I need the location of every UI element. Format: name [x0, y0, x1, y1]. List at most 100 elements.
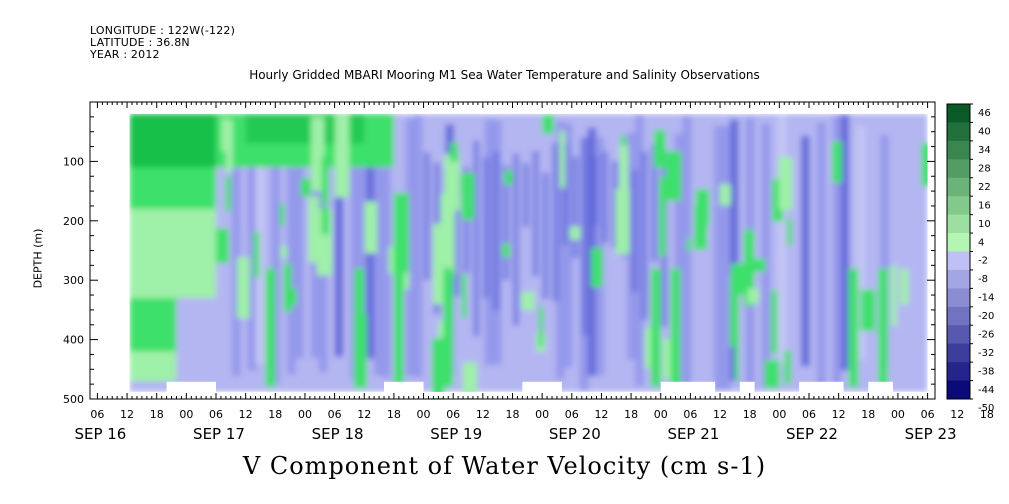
field-green-patch: [666, 151, 682, 201]
x-tick-label: 00: [891, 408, 905, 421]
field-band: [601, 151, 609, 243]
field-band: [714, 125, 723, 391]
field-green-patch: [521, 292, 535, 310]
x-tick-label: 18: [743, 408, 757, 421]
colorbar-segment: [947, 122, 970, 142]
field-band: [722, 125, 731, 390]
field-band: [423, 152, 431, 280]
field-green-patch: [591, 247, 603, 288]
x-tick-label: 12: [476, 408, 490, 421]
field-green-patch: [619, 145, 629, 217]
field-green-patch: [321, 205, 329, 235]
field-band: [522, 163, 530, 227]
field-band: [563, 123, 573, 368]
x-tick-label: 18: [506, 408, 520, 421]
colorbar-label: 4: [978, 237, 984, 248]
field-band: [374, 134, 383, 376]
axes-group: 06 12 18 00 06 12 18 00 06 12 18 00 06 12 18 00 06 12 18 00…: [63, 102, 994, 443]
field-green-patch: [559, 130, 566, 189]
no-data-region: [91, 103, 130, 398]
x-tick-label: 12: [239, 408, 253, 421]
x-tick-label: 12: [950, 408, 964, 421]
field-green-patch: [921, 143, 932, 187]
x-date-label: SEP 20: [549, 425, 601, 443]
field-green-patch: [236, 257, 250, 319]
chart-footer-label: V Component of Water Velocity (cm s-1): [242, 452, 767, 480]
field-band: [413, 115, 423, 378]
field-green-patch: [364, 201, 378, 254]
field-band: [492, 151, 500, 310]
x-tick-label: 06: [446, 408, 460, 421]
field-green-patch: [747, 288, 759, 304]
field-band: [611, 161, 619, 249]
field-band: [801, 135, 810, 367]
field-green-block: [129, 113, 217, 168]
y-tick-label: 500: [63, 393, 84, 406]
field-green-patch: [393, 268, 404, 388]
field-band: [816, 122, 826, 390]
colorbar-label: 46: [978, 108, 991, 119]
colorbar-segment: [947, 159, 970, 179]
field-band: [502, 165, 510, 281]
colorbar-segment: [947, 288, 970, 308]
field-band: [635, 114, 644, 387]
field-band: [631, 169, 639, 292]
latitude-label: LATITUDE : 36.8N: [90, 36, 190, 49]
no-data-region: [91, 103, 934, 114]
field-green-patch: [784, 350, 792, 384]
colorbar-segment: [947, 196, 970, 216]
colorbar-segment: [947, 140, 970, 160]
field-green-patch: [283, 263, 292, 313]
field-green-patch: [695, 189, 710, 226]
colorbar-label: -26: [978, 329, 994, 340]
x-tick-label: 12: [713, 408, 727, 421]
field-band: [777, 114, 787, 365]
field-green-patch: [686, 238, 692, 251]
x-tick-label: 06: [209, 408, 223, 421]
colorbar-segment: [947, 325, 970, 345]
field-band: [856, 126, 866, 360]
field-green-patch: [670, 268, 681, 388]
colorbar-label: 16: [978, 200, 991, 211]
colorbar-segment: [947, 233, 970, 252]
field-band: [512, 153, 520, 326]
colorbar-label: -32: [978, 348, 994, 359]
field-green-patch: [311, 117, 325, 191]
y-tick-label: 300: [63, 274, 84, 287]
x-tick-label: 06: [802, 408, 816, 421]
x-date-label: SEP 21: [667, 425, 719, 443]
field-green-patch: [265, 268, 276, 388]
field-green-patch: [848, 268, 859, 388]
field-band: [555, 121, 565, 380]
colorbar-segment: [947, 269, 970, 289]
field-green-block: [176, 298, 217, 382]
field-green-patch: [860, 289, 876, 331]
field-green-patch: [719, 184, 731, 206]
field-green-patch: [290, 288, 297, 306]
field-green-patch: [461, 274, 467, 318]
colorbar-segment: [947, 214, 970, 234]
field-green-patch: [354, 268, 365, 388]
field-green-patch: [253, 231, 260, 278]
field-band: [542, 172, 550, 300]
field-green-patch: [440, 193, 455, 276]
colorbar-segment: [947, 306, 970, 326]
x-date-label: SEP 19: [430, 425, 482, 443]
field-band: [295, 115, 304, 359]
field-band: [682, 115, 692, 392]
field-band: [350, 126, 360, 381]
x-tick-label: 06: [921, 408, 935, 421]
field-band: [571, 156, 579, 259]
x-tick-label: 12: [594, 408, 608, 421]
x-tick-label: 18: [387, 408, 401, 421]
field-green-patch: [321, 156, 330, 204]
colorbar-label: 34: [978, 145, 991, 156]
field-band: [334, 117, 344, 357]
field-green-patch: [764, 360, 780, 389]
field-green-patch: [778, 157, 793, 210]
field-green-patch: [443, 268, 454, 388]
x-tick-label: 00: [298, 408, 312, 421]
field-band: [405, 119, 415, 376]
x-tick-label: 00: [654, 408, 668, 421]
field-band: [453, 172, 461, 297]
